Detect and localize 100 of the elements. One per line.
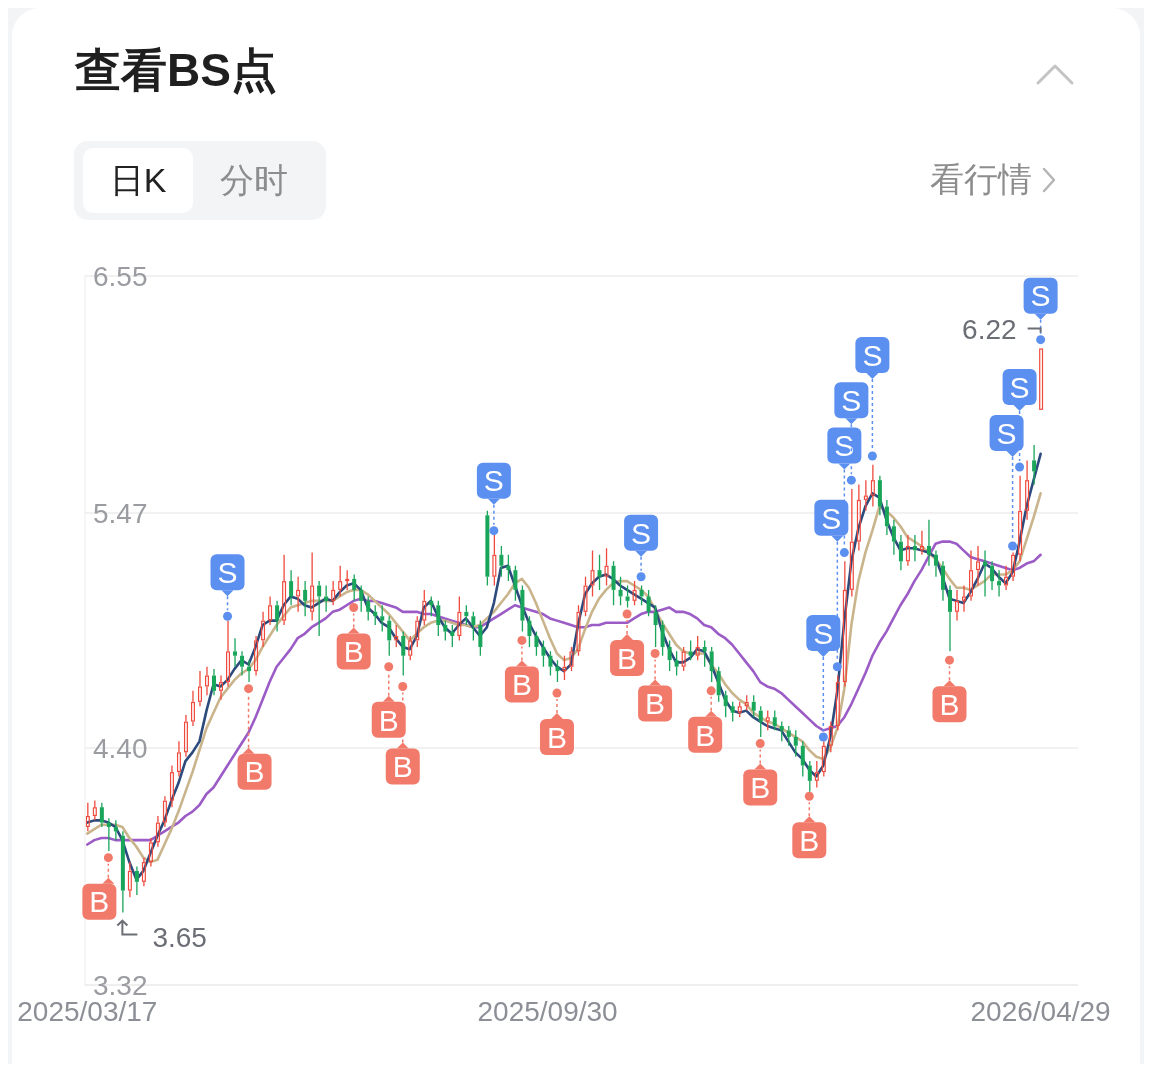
candlestick — [183, 714, 188, 758]
annotation: S — [862, 338, 883, 372]
candlestick — [933, 549, 938, 578]
candlestick — [324, 584, 329, 613]
point — [1015, 462, 1025, 472]
annotation: B — [244, 755, 265, 789]
candlestick — [296, 576, 301, 613]
candlestick — [597, 554, 602, 591]
annotation: S — [1030, 279, 1051, 313]
annotation: S — [813, 616, 834, 650]
annotation: B — [511, 668, 532, 702]
candlestick — [471, 611, 476, 642]
candlestick — [457, 595, 462, 642]
point — [839, 548, 849, 558]
candlestick — [219, 674, 224, 701]
candlestick — [877, 475, 882, 516]
annotation: B — [343, 635, 364, 669]
candlestick — [976, 545, 981, 587]
annotation: 3.65 — [152, 921, 207, 953]
annotation: B — [546, 720, 567, 754]
annotation: S — [483, 464, 504, 498]
point — [650, 649, 660, 659]
text: 日K — [83, 148, 193, 213]
annotation: B — [617, 641, 638, 675]
candlestick — [176, 740, 181, 778]
point — [552, 688, 562, 698]
point — [636, 572, 646, 582]
annotation: S — [841, 383, 862, 417]
candlestick — [240, 650, 245, 677]
candlestick — [611, 560, 616, 606]
point — [489, 526, 499, 536]
point — [398, 681, 408, 691]
candlestick — [275, 600, 280, 633]
point — [818, 732, 828, 742]
point — [1008, 541, 1018, 551]
candlestick — [898, 534, 903, 571]
candlestick — [289, 569, 294, 606]
point — [384, 662, 394, 672]
candlestick — [254, 635, 259, 677]
candlestick — [947, 584, 952, 652]
candlestick — [562, 655, 567, 681]
point — [846, 475, 856, 485]
point — [103, 853, 113, 863]
candlestick — [148, 837, 153, 868]
candlestick — [969, 549, 974, 602]
candlestick — [120, 830, 125, 914]
annotation: S — [217, 556, 238, 590]
candlestick — [261, 611, 266, 648]
point — [867, 451, 877, 461]
point — [706, 686, 716, 696]
annotation: S — [996, 416, 1017, 450]
candlestick — [1011, 551, 1016, 582]
candlestick — [338, 565, 343, 598]
candlestick — [604, 547, 609, 587]
candlestick — [204, 666, 209, 696]
candlestick — [190, 690, 195, 727]
candlestick — [162, 795, 167, 828]
point — [944, 655, 954, 665]
annotation: B — [378, 703, 399, 737]
candlestick — [653, 604, 658, 648]
candlestick — [990, 560, 995, 591]
candlestick — [849, 488, 854, 598]
candlestick — [870, 464, 875, 508]
annotation: B — [939, 687, 960, 721]
y-tick-label: 4.40 — [93, 732, 148, 764]
annotation: B — [392, 750, 413, 784]
annotation: B — [695, 718, 716, 752]
candlestick — [905, 534, 910, 567]
candlestick — [758, 705, 763, 738]
candlestick — [268, 595, 273, 626]
annotation: S — [631, 516, 652, 550]
point — [622, 609, 632, 619]
candlestick — [387, 615, 392, 657]
point — [804, 791, 814, 801]
annotation: B — [645, 687, 666, 721]
candlestick — [212, 668, 216, 696]
point — [832, 662, 842, 672]
candlestick — [141, 857, 146, 887]
point — [244, 684, 254, 694]
y-tick-label: 6.55 — [93, 260, 148, 292]
candlestick — [955, 589, 959, 622]
candlestick — [127, 861, 132, 898]
point — [223, 611, 233, 621]
candlestick — [310, 551, 315, 622]
candlestick — [197, 670, 202, 707]
candlestick — [1025, 459, 1030, 521]
candlestick — [317, 580, 322, 637]
point — [1036, 335, 1046, 345]
point — [517, 635, 527, 645]
candlestick — [380, 604, 385, 633]
candlestick — [863, 479, 868, 512]
y-tick-label: 5.47 — [93, 498, 148, 530]
candlestick — [169, 764, 174, 808]
annotation: S — [834, 429, 855, 463]
text: 看行情 — [930, 159, 1032, 200]
candlestick — [401, 630, 406, 677]
annotation: 6.22 — [962, 313, 1017, 345]
candlestick — [618, 576, 623, 606]
candlestick — [1004, 565, 1009, 591]
candlestick — [499, 545, 504, 578]
